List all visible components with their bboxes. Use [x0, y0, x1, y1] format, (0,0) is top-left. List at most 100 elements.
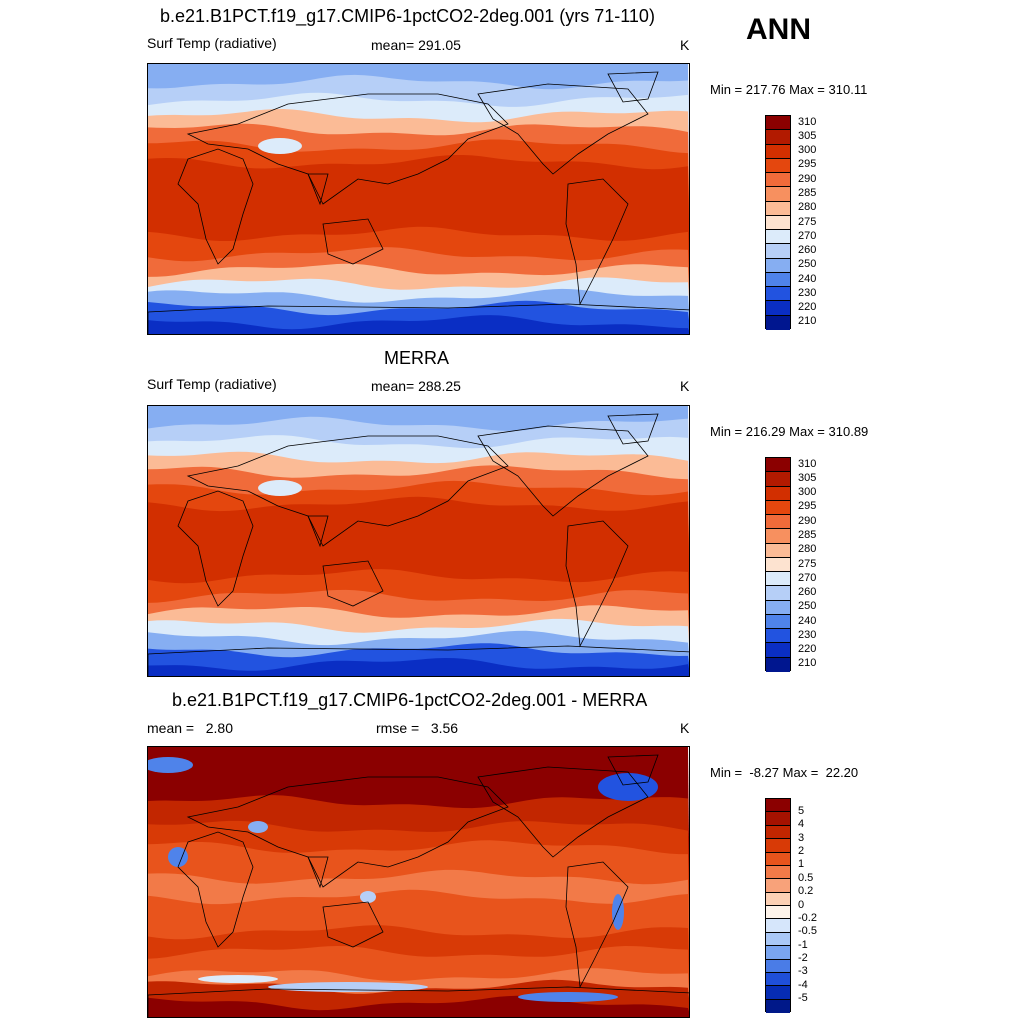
colorbar-swatch [766, 244, 790, 259]
colorbar-swatch [766, 879, 790, 893]
colorbar-swatch [766, 657, 790, 672]
panel-2-units: K [680, 378, 690, 394]
colorbar-tick-label: 280 [798, 543, 817, 556]
tibetan-plateau-region [258, 480, 302, 496]
colorbar-swatch [766, 500, 790, 516]
panel-3-map [147, 746, 690, 1018]
map-canvas [148, 406, 689, 676]
coastline [565, 861, 629, 989]
coastline [477, 425, 649, 517]
colorbar-tick-label: 0.2 [798, 885, 814, 898]
panel-3-rmse-label: rmse = 3.56 [376, 720, 459, 736]
colorbar-tick-label: 305 [798, 129, 817, 142]
anomaly-region [198, 975, 278, 983]
colorbar-swatch [766, 472, 790, 487]
colorbar-swatch [766, 825, 790, 840]
colorbar-tick-label: 230 [798, 286, 817, 299]
colorbar-tick-label: 210 [798, 315, 817, 328]
colorbar-swatch [766, 287, 790, 302]
anomaly-region [612, 894, 624, 930]
colorbar-tick-label: 300 [798, 486, 817, 499]
coastline [607, 413, 659, 445]
colorbar-swatch [766, 230, 790, 245]
colorbar-tick-label: 2 [798, 845, 805, 857]
colorbar-swatch [766, 946, 790, 960]
coastline [148, 645, 689, 676]
colorbar-swatch [766, 130, 790, 145]
panel-2-variable-label: Surf Temp (radiative) [147, 376, 277, 392]
colorbar-swatch [766, 301, 790, 316]
map-canvas [148, 747, 689, 1017]
coastline [186, 93, 509, 205]
colorbar-swatch [766, 158, 790, 174]
colorbar-tick-label: 0 [798, 898, 805, 911]
colorbar-tick-label: 270 [798, 229, 817, 242]
coastline [477, 766, 649, 858]
colorbar-swatch [766, 144, 790, 159]
colorbar-tick-label: 275 [798, 215, 817, 228]
coastline [186, 776, 509, 888]
coastline [477, 83, 649, 175]
colorbar-tick-label: 295 [798, 158, 817, 171]
panel-1-title: b.e21.B1PCT.f19_g17.CMIP6-1pctCO2-2deg.0… [160, 6, 655, 26]
colorbar-swatch [766, 515, 790, 530]
coastline [307, 173, 329, 206]
contour-band [148, 315, 689, 334]
colorbar-tick-label: -3 [798, 965, 808, 978]
panel-3-title: b.e21.B1PCT.f19_g17.CMIP6-1pctCO2-2deg.0… [172, 690, 648, 710]
colorbar-tick-label: 310 [798, 457, 817, 470]
panel-3-mean-label: mean = 2.80 [147, 720, 234, 736]
contour-band [148, 643, 689, 676]
panel-2-title: MERRA [384, 348, 450, 368]
colorbar-swatch [766, 173, 790, 188]
colorbar-tick-label: 4 [798, 818, 805, 831]
colorbar-swatch [766, 919, 790, 933]
colorbar-swatch [766, 557, 790, 573]
colorbar-swatch [766, 272, 790, 288]
contour-band [148, 658, 689, 676]
colorbar-tick-label: 240 [798, 614, 817, 627]
coastline [565, 178, 629, 306]
colorbar-tick-label: 260 [798, 586, 817, 599]
colorbar-tick-label: 310 [798, 115, 817, 128]
colorbar-swatch [766, 201, 790, 216]
coastline [307, 856, 329, 889]
colorbar-tick-label: 280 [798, 201, 817, 214]
panel-2-minmax: Min = 216.29 Max = 310.89 [710, 424, 869, 439]
colorbar-swatch [766, 543, 790, 558]
anomaly-region [148, 757, 193, 773]
panel-2-colorbar [765, 457, 791, 672]
anomaly-region [168, 847, 188, 867]
colorbar-swatch [766, 959, 790, 973]
colorbar-tick-label: -4 [798, 978, 808, 991]
colorbar-swatch [766, 865, 790, 880]
anomaly-region [518, 992, 618, 1002]
colorbar-swatch [766, 458, 790, 473]
colorbar-tick-label: 275 [798, 557, 817, 570]
coastline [307, 515, 329, 548]
anomaly-region [360, 891, 376, 903]
colorbar-swatch [766, 486, 790, 501]
coastline [322, 560, 384, 607]
map-canvas [148, 64, 689, 334]
colorbar-swatch [766, 187, 790, 202]
coastline [186, 435, 509, 547]
colorbar-tick-label: 1 [798, 858, 805, 871]
colorbar-tick-label: 285 [798, 528, 817, 541]
colorbar-swatch [766, 614, 790, 630]
colorbar-swatch [766, 999, 790, 1013]
panel-1-minmax: Min = 217.76 Max = 310.11 [710, 82, 868, 97]
colorbar-tick-label: 0.5 [798, 871, 814, 884]
colorbar-tick-label: -5 [798, 992, 808, 1005]
panel-1-variable-label: Surf Temp (radiative) [147, 35, 277, 51]
coastline [565, 520, 629, 648]
colorbar-tick-label: -2 [798, 952, 808, 964]
colorbar-tick-label: 240 [798, 272, 817, 285]
colorbar-tick-label: 220 [798, 301, 817, 314]
colorbar-swatch [766, 572, 790, 587]
panel-3-units: K [680, 720, 690, 736]
colorbar-swatch [766, 315, 790, 330]
panel-1-colorbar [765, 115, 791, 330]
coastline [607, 71, 659, 103]
anomaly-region [598, 773, 658, 801]
